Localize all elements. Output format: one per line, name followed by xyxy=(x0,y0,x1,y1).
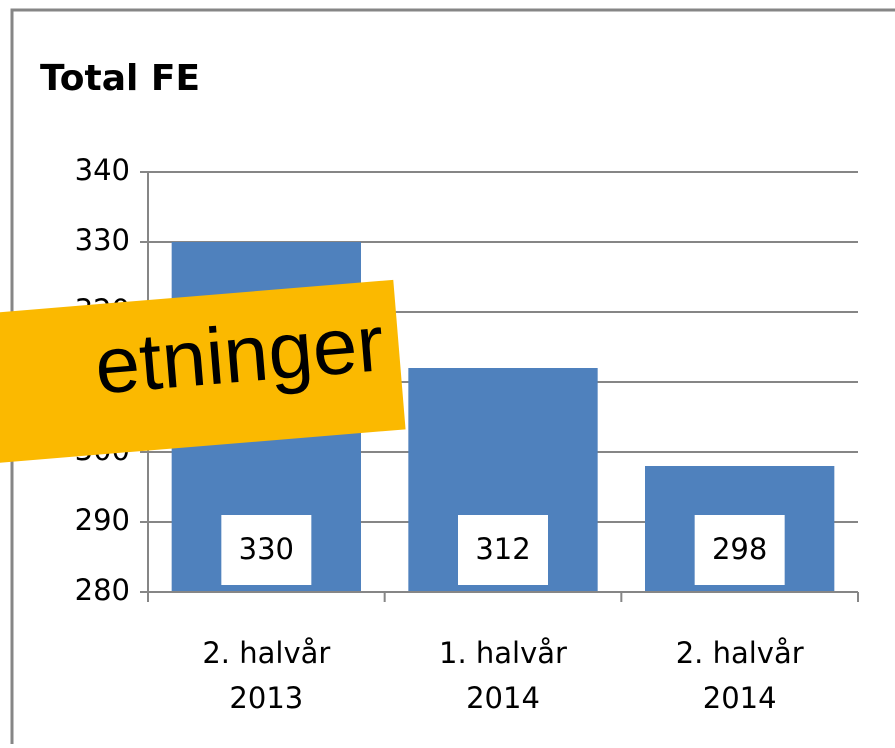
data-label: 298 xyxy=(712,532,767,566)
x-tick-label: 1. halvår xyxy=(439,636,567,670)
x-tick-label: 2. halvår xyxy=(202,636,330,670)
data-label-box xyxy=(221,515,312,585)
data-label-box xyxy=(458,515,548,585)
data-label: 330 xyxy=(239,532,294,566)
x-tick-label: 2. halvår xyxy=(676,636,804,670)
data-label-box xyxy=(694,515,785,585)
y-tick-label: 340 xyxy=(75,153,130,187)
data-label: 312 xyxy=(475,532,530,566)
x-tick-label: 2014 xyxy=(703,681,777,715)
sticker-background xyxy=(0,279,406,464)
x-tick-label: 2014 xyxy=(466,681,540,715)
x-tick-label: 2013 xyxy=(229,681,303,715)
chart-title: Total FE xyxy=(40,58,200,99)
y-tick-label: 330 xyxy=(75,223,130,257)
y-tick-label: 280 xyxy=(75,573,130,607)
y-tick-label: 290 xyxy=(75,503,130,537)
sticker: etninger xyxy=(0,279,406,464)
